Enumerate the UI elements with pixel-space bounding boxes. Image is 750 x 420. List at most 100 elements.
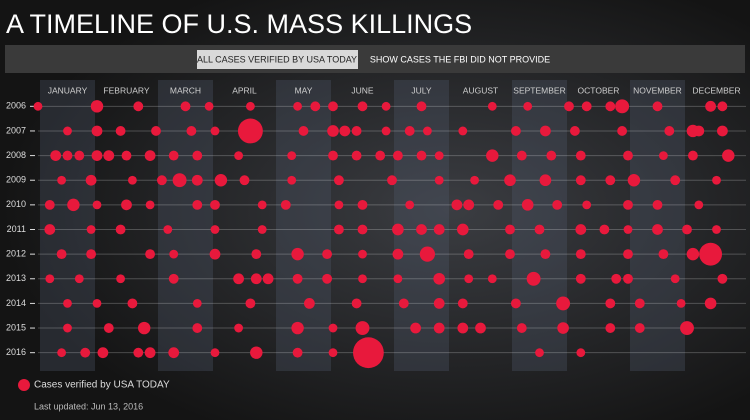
case-dot	[575, 273, 586, 284]
y-tick-label: 2010	[6, 199, 26, 209]
case-dot	[239, 175, 250, 186]
case-dot	[387, 175, 397, 186]
case-dot	[210, 199, 220, 210]
case-dot	[250, 346, 263, 359]
case-dot	[351, 150, 362, 161]
case-dot	[569, 126, 580, 136]
case-dot	[74, 274, 84, 284]
case-dot	[680, 321, 694, 336]
toolbar	[5, 45, 745, 73]
case-dot	[144, 347, 156, 359]
case-dot	[599, 224, 610, 235]
case-dot	[127, 298, 138, 309]
case-dot	[169, 249, 179, 259]
case-dot	[575, 150, 586, 161]
y-tick-label: 2009	[6, 175, 26, 185]
case-dot	[63, 323, 72, 333]
case-dot	[423, 126, 432, 136]
case-dot	[433, 224, 445, 235]
case-dot	[67, 198, 80, 212]
case-dot	[334, 200, 344, 210]
case-dot	[293, 101, 302, 111]
legend-label: Cases verified by USA TODAY	[34, 380, 170, 391]
case-dot	[456, 223, 469, 236]
case-dot	[262, 273, 274, 285]
case-dot	[333, 175, 344, 186]
case-dot	[627, 174, 641, 187]
case-dot	[234, 323, 244, 333]
case-dot	[50, 150, 62, 161]
case-dot	[204, 101, 214, 111]
case-dot	[457, 322, 469, 334]
case-dot	[664, 126, 675, 136]
case-dot	[97, 347, 109, 359]
case-dot	[392, 223, 404, 236]
case-dot	[214, 174, 228, 187]
case-dot	[210, 348, 220, 358]
case-dot	[539, 174, 552, 187]
case-dot	[115, 126, 126, 136]
case-dot	[172, 173, 187, 188]
case-dot	[486, 149, 499, 162]
case-dot	[381, 101, 391, 111]
case-dot	[304, 298, 315, 309]
case-dot	[634, 298, 645, 309]
case-dot	[90, 100, 104, 113]
case-dot	[233, 273, 244, 285]
x-tick-label: FEBRUARY	[103, 85, 149, 95]
case-dot	[257, 225, 267, 234]
case-dot	[328, 150, 338, 161]
button-label[interactable]: ALL CASES VERIFIED BY USA TODAY	[197, 54, 357, 64]
case-dot	[353, 337, 384, 369]
case-dot	[328, 101, 338, 112]
case-dot	[526, 271, 541, 286]
y-tick-label: 2014	[6, 298, 26, 308]
case-dot	[510, 126, 521, 136]
case-dot	[687, 150, 698, 161]
case-dot	[722, 149, 735, 162]
case-dot	[404, 126, 415, 136]
case-dot	[712, 175, 721, 185]
case-dot	[44, 224, 56, 235]
case-dot	[358, 249, 367, 259]
case-dot	[693, 125, 705, 137]
case-dot	[493, 199, 504, 210]
case-dot	[358, 274, 367, 284]
case-dot	[80, 347, 91, 358]
case-dot	[245, 298, 256, 309]
case-dot	[521, 199, 534, 211]
case-dot	[457, 298, 468, 309]
case-dot	[699, 242, 723, 266]
case-dot	[623, 273, 633, 284]
case-dot	[63, 299, 72, 308]
x-tick-label: OCTOBER	[578, 85, 620, 95]
case-dot	[464, 274, 474, 284]
y-tick-label: 2012	[6, 249, 26, 259]
case-dot	[523, 101, 533, 111]
case-dot	[74, 150, 85, 161]
case-dot	[705, 100, 716, 112]
button-label[interactable]: SHOW CASES THE FBI DID NOT PROVIDE	[370, 54, 550, 64]
y-tick-label: 2006	[6, 101, 26, 111]
case-dot	[717, 273, 728, 284]
button-active[interactable]	[197, 50, 358, 69]
case-dot	[623, 199, 633, 210]
case-dot	[463, 199, 475, 211]
case-dot	[623, 249, 633, 260]
case-dot	[410, 322, 421, 334]
case-dot	[246, 101, 255, 111]
case-dot	[210, 126, 220, 136]
case-dot	[581, 101, 592, 112]
y-tick-label: 2015	[6, 322, 26, 332]
case-dot	[33, 101, 43, 111]
case-dot	[145, 249, 156, 260]
case-dot	[516, 323, 527, 333]
x-tick-label: NOVEMBER	[633, 85, 682, 95]
x-tick-label: JULY	[411, 85, 431, 95]
case-dot	[652, 101, 663, 112]
x-tick-label: MARCH	[170, 85, 201, 95]
y-tick-label: 2007	[6, 125, 26, 135]
case-dot	[605, 323, 616, 333]
case-dot	[86, 225, 96, 234]
footnote: Last updated: Jun 13, 2016	[34, 401, 143, 411]
